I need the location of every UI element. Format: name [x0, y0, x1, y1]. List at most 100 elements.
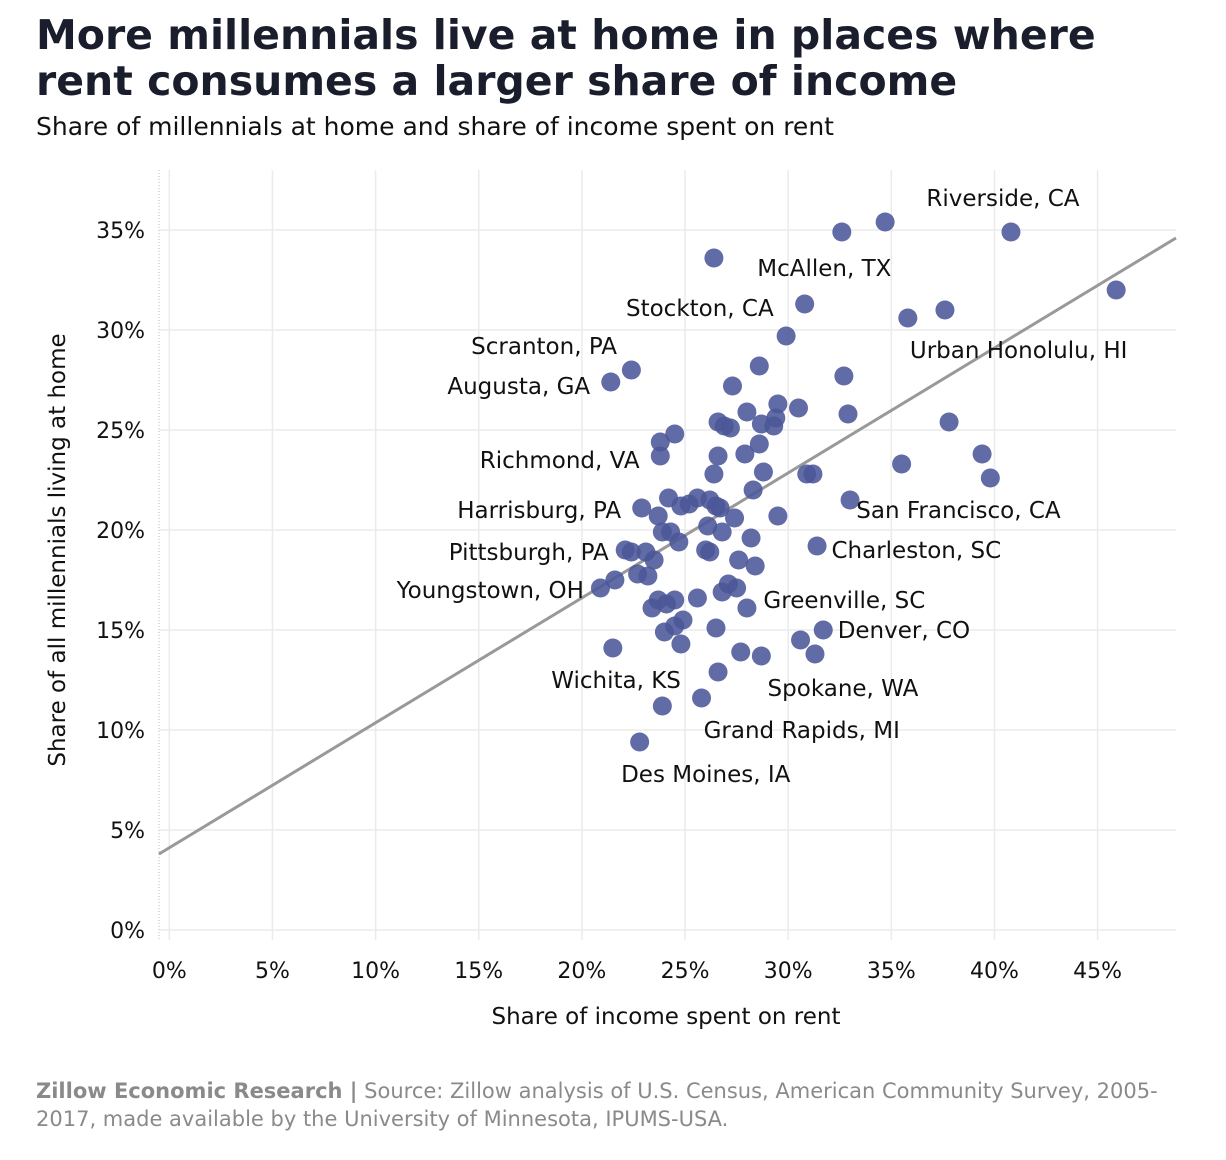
data-point	[1001, 222, 1021, 242]
data-point	[638, 566, 658, 586]
data-point	[935, 300, 955, 320]
data-points	[590, 212, 1126, 752]
data-point	[708, 662, 728, 682]
y-tick-label: 5%	[110, 819, 145, 844]
data-point	[632, 498, 652, 518]
city-label: Pittsburgh, PA	[449, 540, 609, 566]
data-point	[980, 468, 1000, 488]
data-point	[875, 212, 895, 232]
x-tick-label: 45%	[1073, 959, 1122, 984]
data-point	[720, 418, 740, 438]
data-point	[644, 550, 664, 570]
city-label: Wichita, KS	[551, 668, 681, 694]
x-tick-label: 15%	[454, 959, 503, 984]
city-labels: Riverside, CA McAllen, TX Stockton, CA Urba…	[396, 186, 1128, 788]
data-point	[788, 398, 808, 418]
city-label: Stockton, CA	[626, 296, 774, 322]
data-point	[729, 550, 749, 570]
city-label: Grand Rapids, MI	[704, 718, 900, 744]
y-tick-label: 0%	[110, 919, 145, 944]
data-point	[603, 638, 623, 658]
data-point	[650, 432, 670, 452]
data-point	[807, 536, 827, 556]
data-point	[601, 372, 621, 392]
y-tick-label: 35%	[96, 219, 145, 244]
data-point	[630, 732, 650, 752]
data-point	[735, 444, 755, 464]
data-point	[939, 412, 959, 432]
data-point	[832, 222, 852, 242]
city-label: Harrisburg, PA	[457, 498, 621, 524]
data-point	[700, 542, 720, 562]
x-tick-label: 25%	[661, 959, 710, 984]
city-label: Richmond, VA	[480, 448, 640, 474]
data-point	[712, 522, 732, 542]
data-point	[727, 578, 747, 598]
city-label: Spokane, WA	[768, 676, 919, 702]
y-tick-labels: 0% 5% 10% 15% 20% 25% 30% 35%	[96, 219, 145, 944]
city-label: Charleston, SC	[831, 538, 1001, 564]
x-tick-label: 40%	[970, 959, 1019, 984]
data-point	[838, 404, 858, 424]
data-point	[669, 532, 689, 552]
chart-subtitle: Share of millennials at home and share o…	[36, 112, 834, 141]
data-point	[656, 594, 676, 614]
x-tick-label: 30%	[764, 959, 813, 984]
data-point	[731, 642, 751, 662]
y-tick-label: 25%	[96, 419, 145, 444]
data-point	[650, 446, 670, 466]
city-label: Riverside, CA	[926, 186, 1079, 212]
trend-line	[158, 236, 1177, 856]
x-tick-labels: 0% 5% 10% 15% 20% 25% 30% 35% 40% 45%	[152, 959, 1122, 984]
data-point	[671, 634, 691, 654]
data-point	[704, 248, 724, 268]
data-point	[706, 618, 726, 638]
city-label: Youngstown, OH	[396, 578, 584, 604]
data-point	[749, 434, 769, 454]
data-point	[708, 446, 728, 466]
data-point	[972, 444, 992, 464]
grid-lines	[159, 170, 1176, 940]
data-point	[698, 516, 718, 536]
data-point	[722, 376, 742, 396]
data-point	[791, 630, 811, 650]
data-point	[749, 356, 769, 376]
data-point	[692, 688, 712, 708]
data-point	[768, 506, 788, 526]
data-point	[590, 578, 610, 598]
data-point	[687, 588, 707, 608]
x-tick-label: 0%	[152, 959, 187, 984]
data-point	[898, 308, 918, 328]
data-point	[768, 394, 788, 414]
data-point	[892, 454, 912, 474]
data-point	[648, 506, 668, 526]
data-point	[605, 570, 625, 590]
y-tick-label: 30%	[96, 319, 145, 344]
city-label: Des Moines, IA	[621, 762, 791, 788]
data-point	[737, 402, 757, 422]
data-point	[652, 696, 672, 716]
data-point	[704, 464, 724, 484]
x-tick-label: 35%	[867, 959, 916, 984]
data-point	[665, 424, 685, 444]
source-footer: Zillow Economic Research | Source: Zillo…	[36, 1077, 1196, 1133]
data-point	[745, 556, 765, 576]
y-axis-title: Share of all millennials living at home	[45, 333, 71, 766]
y-tick-label: 15%	[96, 619, 145, 644]
data-point	[737, 598, 757, 618]
data-point	[642, 598, 662, 618]
data-point	[1106, 280, 1126, 300]
city-label: Greenville, SC	[763, 588, 925, 614]
data-point	[654, 622, 674, 642]
data-point	[679, 494, 699, 514]
data-point	[776, 326, 796, 346]
city-label: San Francisco, CA	[856, 498, 1061, 524]
x-tick-label: 5%	[255, 959, 290, 984]
y-tick-label: 10%	[96, 719, 145, 744]
city-label: Urban Honolulu, HI	[910, 338, 1128, 364]
data-point	[741, 528, 761, 548]
data-point	[621, 360, 641, 380]
data-point	[706, 496, 726, 516]
x-tick-label: 20%	[557, 959, 606, 984]
